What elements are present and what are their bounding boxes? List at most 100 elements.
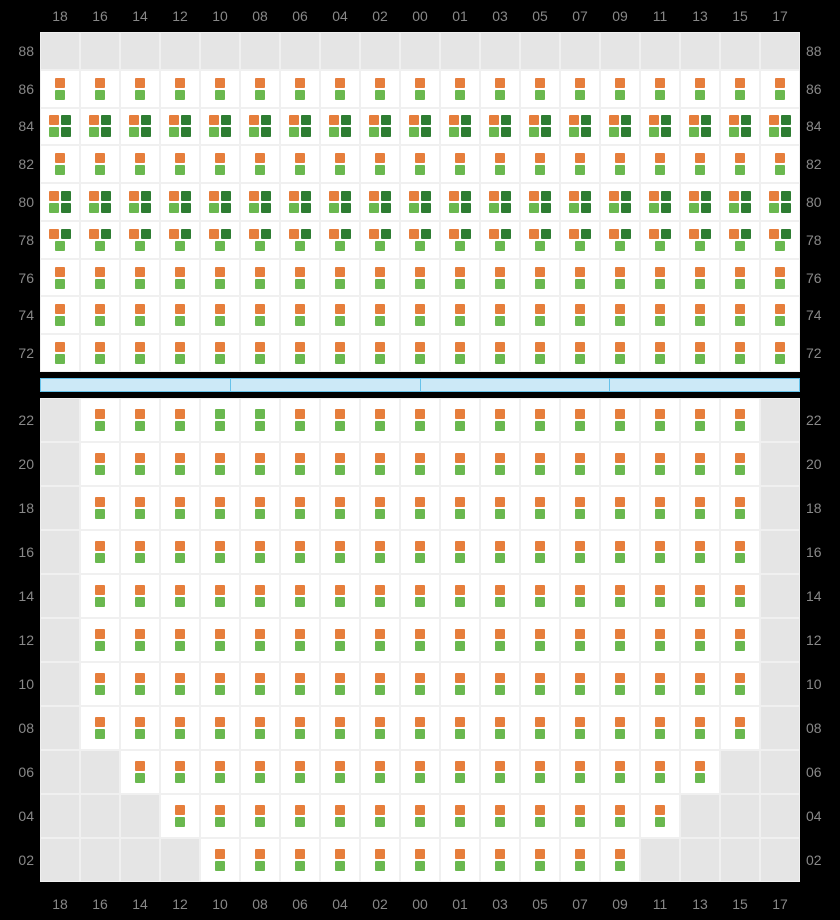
seat-cell[interactable] (600, 794, 640, 838)
seat-cell[interactable] (640, 296, 680, 334)
seat-cell[interactable] (480, 221, 520, 259)
seat-cell[interactable] (480, 486, 520, 530)
seat-cell[interactable] (200, 145, 240, 183)
seat-cell[interactable] (40, 221, 80, 259)
seat-cell[interactable] (120, 838, 160, 882)
seat-cell[interactable] (480, 794, 520, 838)
seat-cell[interactable] (320, 221, 360, 259)
seat-cell[interactable] (520, 794, 560, 838)
seat-cell[interactable] (40, 662, 80, 706)
seat-cell[interactable] (440, 574, 480, 618)
seat-cell[interactable] (80, 145, 120, 183)
seat-cell[interactable] (320, 183, 360, 221)
seat-cell[interactable] (160, 183, 200, 221)
seat-cell[interactable] (240, 221, 280, 259)
seat-cell[interactable] (560, 296, 600, 334)
seat-cell[interactable] (160, 442, 200, 486)
seat-cell[interactable] (560, 32, 600, 70)
seat-cell[interactable] (520, 183, 560, 221)
seat-cell[interactable] (400, 662, 440, 706)
seat-cell[interactable] (160, 706, 200, 750)
seat-cell[interactable] (680, 296, 720, 334)
seat-cell[interactable] (400, 574, 440, 618)
seat-cell[interactable] (200, 794, 240, 838)
seat-cell[interactable] (80, 398, 120, 442)
seat-cell[interactable] (40, 750, 80, 794)
seat-cell[interactable] (360, 259, 400, 297)
seat-cell[interactable] (360, 32, 400, 70)
seat-cell[interactable] (720, 442, 760, 486)
seat-cell[interactable] (520, 442, 560, 486)
seat-cell[interactable] (200, 334, 240, 372)
seat-cell[interactable] (520, 108, 560, 146)
seat-cell[interactable] (680, 838, 720, 882)
seat-cell[interactable] (600, 183, 640, 221)
seat-cell[interactable] (360, 706, 400, 750)
seat-cell[interactable] (480, 574, 520, 618)
seat-cell[interactable] (680, 259, 720, 297)
seat-cell[interactable] (560, 794, 600, 838)
seat-cell[interactable] (280, 574, 320, 618)
seat-cell[interactable] (360, 398, 400, 442)
seat-cell[interactable] (680, 221, 720, 259)
seat-cell[interactable] (520, 70, 560, 108)
seat-cell[interactable] (240, 108, 280, 146)
seat-cell[interactable] (480, 530, 520, 574)
seat-cell[interactable] (120, 145, 160, 183)
seat-cell[interactable] (40, 183, 80, 221)
seat-cell[interactable] (280, 108, 320, 146)
seat-cell[interactable] (640, 259, 680, 297)
seat-cell[interactable] (520, 145, 560, 183)
seat-cell[interactable] (560, 145, 600, 183)
seat-cell[interactable] (200, 398, 240, 442)
seat-cell[interactable] (640, 32, 680, 70)
seat-cell[interactable] (280, 32, 320, 70)
seat-cell[interactable] (720, 296, 760, 334)
seat-cell[interactable] (120, 221, 160, 259)
seat-cell[interactable] (520, 750, 560, 794)
seat-cell[interactable] (480, 183, 520, 221)
seat-cell[interactable] (120, 486, 160, 530)
seat-cell[interactable] (240, 145, 280, 183)
seat-cell[interactable] (80, 296, 120, 334)
seat-cell[interactable] (280, 296, 320, 334)
seat-cell[interactable] (120, 108, 160, 146)
seat-cell[interactable] (680, 442, 720, 486)
seat-cell[interactable] (280, 145, 320, 183)
seat-cell[interactable] (40, 706, 80, 750)
seat-cell[interactable] (640, 662, 680, 706)
seat-cell[interactable] (120, 442, 160, 486)
seat-cell[interactable] (160, 662, 200, 706)
seat-cell[interactable] (400, 296, 440, 334)
seat-cell[interactable] (520, 32, 560, 70)
seat-cell[interactable] (240, 183, 280, 221)
seat-cell[interactable] (680, 662, 720, 706)
seat-cell[interactable] (120, 334, 160, 372)
seat-cell[interactable] (360, 108, 400, 146)
seat-cell[interactable] (640, 108, 680, 146)
seat-cell[interactable] (280, 442, 320, 486)
seat-cell[interactable] (120, 296, 160, 334)
seat-cell[interactable] (440, 442, 480, 486)
seat-cell[interactable] (80, 442, 120, 486)
seat-cell[interactable] (400, 618, 440, 662)
seat-cell[interactable] (320, 108, 360, 146)
seat-cell[interactable] (360, 618, 400, 662)
seat-cell[interactable] (80, 32, 120, 70)
seat-cell[interactable] (760, 750, 800, 794)
seat-cell[interactable] (280, 183, 320, 221)
seat-cell[interactable] (240, 398, 280, 442)
seat-cell[interactable] (760, 221, 800, 259)
seat-cell[interactable] (680, 574, 720, 618)
seat-cell[interactable] (760, 794, 800, 838)
seat-cell[interactable] (520, 838, 560, 882)
seat-cell[interactable] (640, 442, 680, 486)
seat-cell[interactable] (720, 750, 760, 794)
seat-cell[interactable] (480, 706, 520, 750)
seat-cell[interactable] (160, 221, 200, 259)
seat-cell[interactable] (440, 750, 480, 794)
seat-cell[interactable] (240, 750, 280, 794)
seat-cell[interactable] (560, 486, 600, 530)
seat-cell[interactable] (360, 486, 400, 530)
seat-cell[interactable] (640, 70, 680, 108)
